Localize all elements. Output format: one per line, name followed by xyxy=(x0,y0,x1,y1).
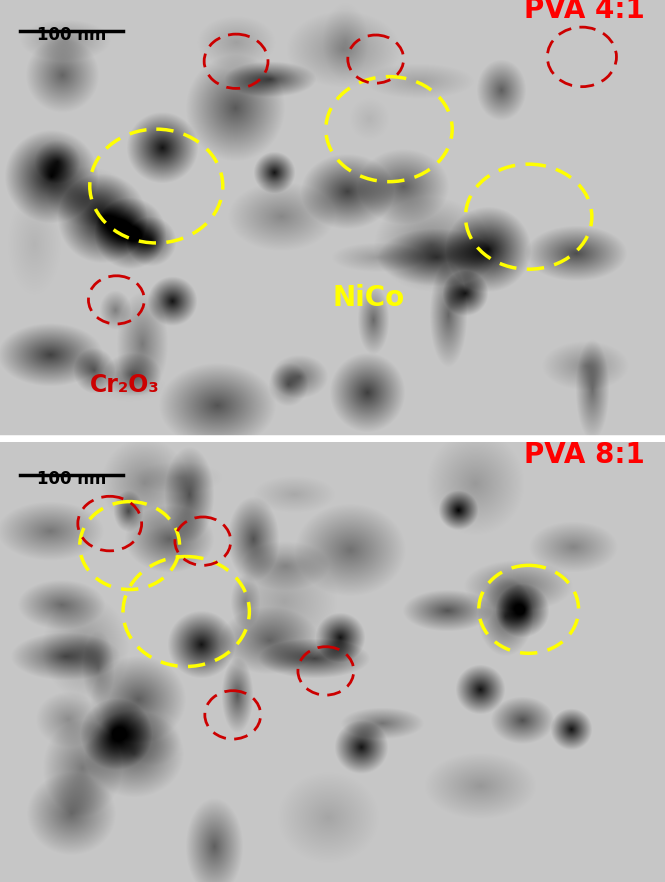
Text: 100 nm: 100 nm xyxy=(37,26,106,44)
Text: PVA 8:1: PVA 8:1 xyxy=(524,441,645,468)
Text: PVA 4:1: PVA 4:1 xyxy=(524,0,645,24)
Text: NiCo: NiCo xyxy=(333,284,405,311)
Text: Cr₂O₃: Cr₂O₃ xyxy=(90,373,160,397)
Text: 100 nm: 100 nm xyxy=(37,470,106,489)
